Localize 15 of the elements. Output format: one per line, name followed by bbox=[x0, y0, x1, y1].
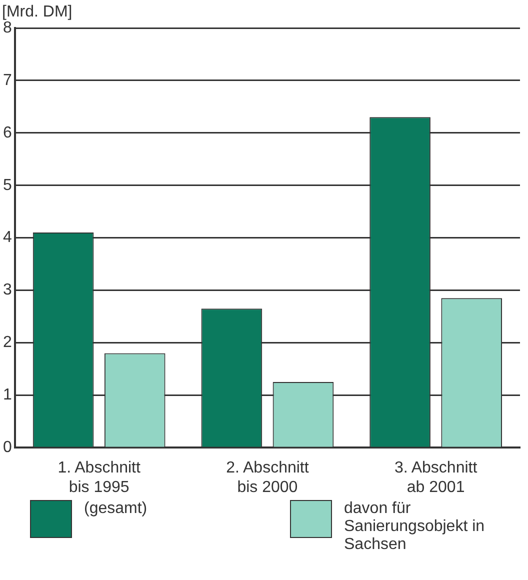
y-tick-label: 1 bbox=[2, 386, 12, 404]
y-tick-label: 4 bbox=[2, 229, 12, 246]
y-axis-title: [Mrd. DM] bbox=[2, 3, 72, 20]
y-tick-label: 8 bbox=[2, 19, 12, 36]
y-tick-label: 0 bbox=[2, 439, 12, 456]
y-tick-label: 3 bbox=[2, 282, 12, 299]
y-tick-label: 7 bbox=[2, 72, 12, 89]
x-tick-label: 3. Abschnitt ab 2001 bbox=[394, 460, 478, 496]
x-tick-label: 2. Abschnitt bis 2000 bbox=[226, 460, 310, 496]
y-tick-label: 2 bbox=[2, 334, 12, 352]
y-tick-label: 6 bbox=[2, 124, 12, 142]
y-tick-label: 5 bbox=[2, 176, 12, 194]
legend-label: davon für Sanierungsobjekt in Sachsen bbox=[344, 500, 486, 554]
x-tick-label: 1. Abschnitt bis 1995 bbox=[58, 460, 141, 496]
legend-label: (gesamt) bbox=[84, 500, 148, 518]
